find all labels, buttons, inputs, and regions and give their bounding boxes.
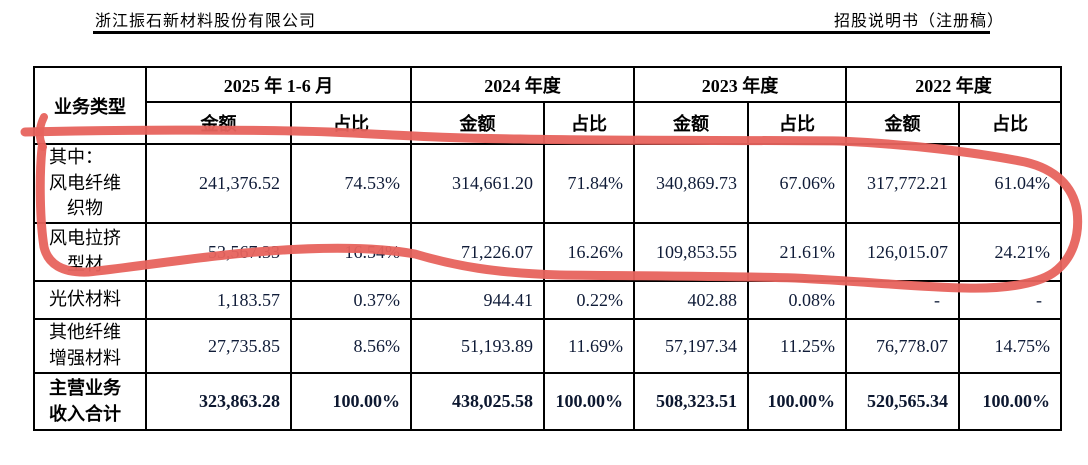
cell-value: 57,197.34 (633, 318, 749, 374)
cell-value: 508,323.51 (633, 372, 749, 431)
table-row-pultruded-profile: 风电拉挤 型材 53,567.33 16.54% 71,226.07 16.26… (33, 222, 1062, 282)
table-row-photovoltaic: 光伏材料 1,183.57 0.37% 944.41 0.22% 402.88 … (33, 280, 1062, 320)
table-row-total: 主营业务 收入合计 323,863.28 100.00% 438,025.58 … (33, 372, 1062, 431)
row-label: 主营业务 收入合计 (33, 372, 147, 431)
col-header-amount: 金额 (410, 101, 545, 145)
cell-value: 74.53% (290, 143, 412, 224)
cell-value: 520,565.34 (845, 372, 960, 431)
cell-value: 27,735.85 (145, 318, 292, 374)
cell-value: 53,567.33 (145, 222, 292, 282)
cell-value: 51,193.89 (410, 318, 545, 374)
cell-value: 314,661.20 (410, 143, 545, 224)
cell-value: 24.21% (958, 222, 1062, 282)
cell-value: 100.00% (290, 372, 412, 431)
period-header-2025: 2025 年 1-6 月 (145, 66, 412, 103)
corner-header: 业务类型 (33, 66, 147, 145)
cell-value: 0.37% (290, 280, 412, 320)
row-label: 其中： 风电纤维 织物 (33, 143, 147, 224)
row-label: 风电拉挤 型材 (33, 222, 147, 282)
col-header-amount: 金额 (633, 101, 749, 145)
doc-title: 招股说明书（注册稿） (833, 13, 1004, 30)
cell-value: 21.61% (747, 222, 847, 282)
period-header-2024: 2024 年度 (410, 66, 635, 103)
cell-value: 61.04% (958, 143, 1062, 224)
cell-value: 323,863.28 (145, 372, 292, 431)
cell-value: 14.75% (958, 318, 1062, 374)
cell-value: 11.25% (747, 318, 847, 374)
cell-value: 100.00% (747, 372, 847, 431)
cell-value: 71.84% (543, 143, 635, 224)
header-rule (93, 31, 990, 34)
cell-value: - (845, 280, 960, 320)
cell-value: 8.56% (290, 318, 412, 374)
period-header-2023: 2023 年度 (633, 66, 847, 103)
cell-value: 126,015.07 (845, 222, 960, 282)
cell-value: 11.69% (543, 318, 635, 374)
cell-value: 16.54% (290, 222, 412, 282)
cell-value: 402.88 (633, 280, 749, 320)
cell-value: 944.41 (410, 280, 545, 320)
revenue-table: 业务类型 2025 年 1-6 月 2024 年度 2023 年度 2022 年… (33, 66, 1062, 431)
cell-value: 241,376.52 (145, 143, 292, 224)
cell-value: 71,226.07 (410, 222, 545, 282)
cell-value: 1,183.57 (145, 280, 292, 320)
table-row-wind-fabric: 其中： 风电纤维 织物 241,376.52 74.53% 314,661.20… (33, 143, 1062, 224)
col-header-ratio: 占比 (290, 101, 412, 145)
col-header-ratio: 占比 (543, 101, 635, 145)
period-header-2022: 2022 年度 (845, 66, 1062, 103)
col-header-ratio: 占比 (747, 101, 847, 145)
cell-value: 16.26% (543, 222, 635, 282)
cell-value: 67.06% (747, 143, 847, 224)
cell-value: - (958, 280, 1062, 320)
cell-value: 438,025.58 (410, 372, 545, 431)
cell-value: 100.00% (543, 372, 635, 431)
col-header-amount: 金额 (845, 101, 960, 145)
table-row-other-fiber: 其他纤维 增强材料 27,735.85 8.56% 51,193.89 11.6… (33, 318, 1062, 374)
cell-value: 317,772.21 (845, 143, 960, 224)
col-header-ratio: 占比 (958, 101, 1062, 145)
cell-value: 100.00% (958, 372, 1062, 431)
cell-value: 109,853.55 (633, 222, 749, 282)
cell-value: 76,778.07 (845, 318, 960, 374)
cell-value: 0.22% (543, 280, 635, 320)
row-label: 其他纤维 增强材料 (33, 318, 147, 374)
row-label: 光伏材料 (33, 280, 147, 320)
cell-value: 340,869.73 (633, 143, 749, 224)
company-name: 浙江振石新材料股份有限公司 (95, 13, 317, 30)
cell-value: 0.08% (747, 280, 847, 320)
col-header-amount: 金额 (145, 101, 292, 145)
